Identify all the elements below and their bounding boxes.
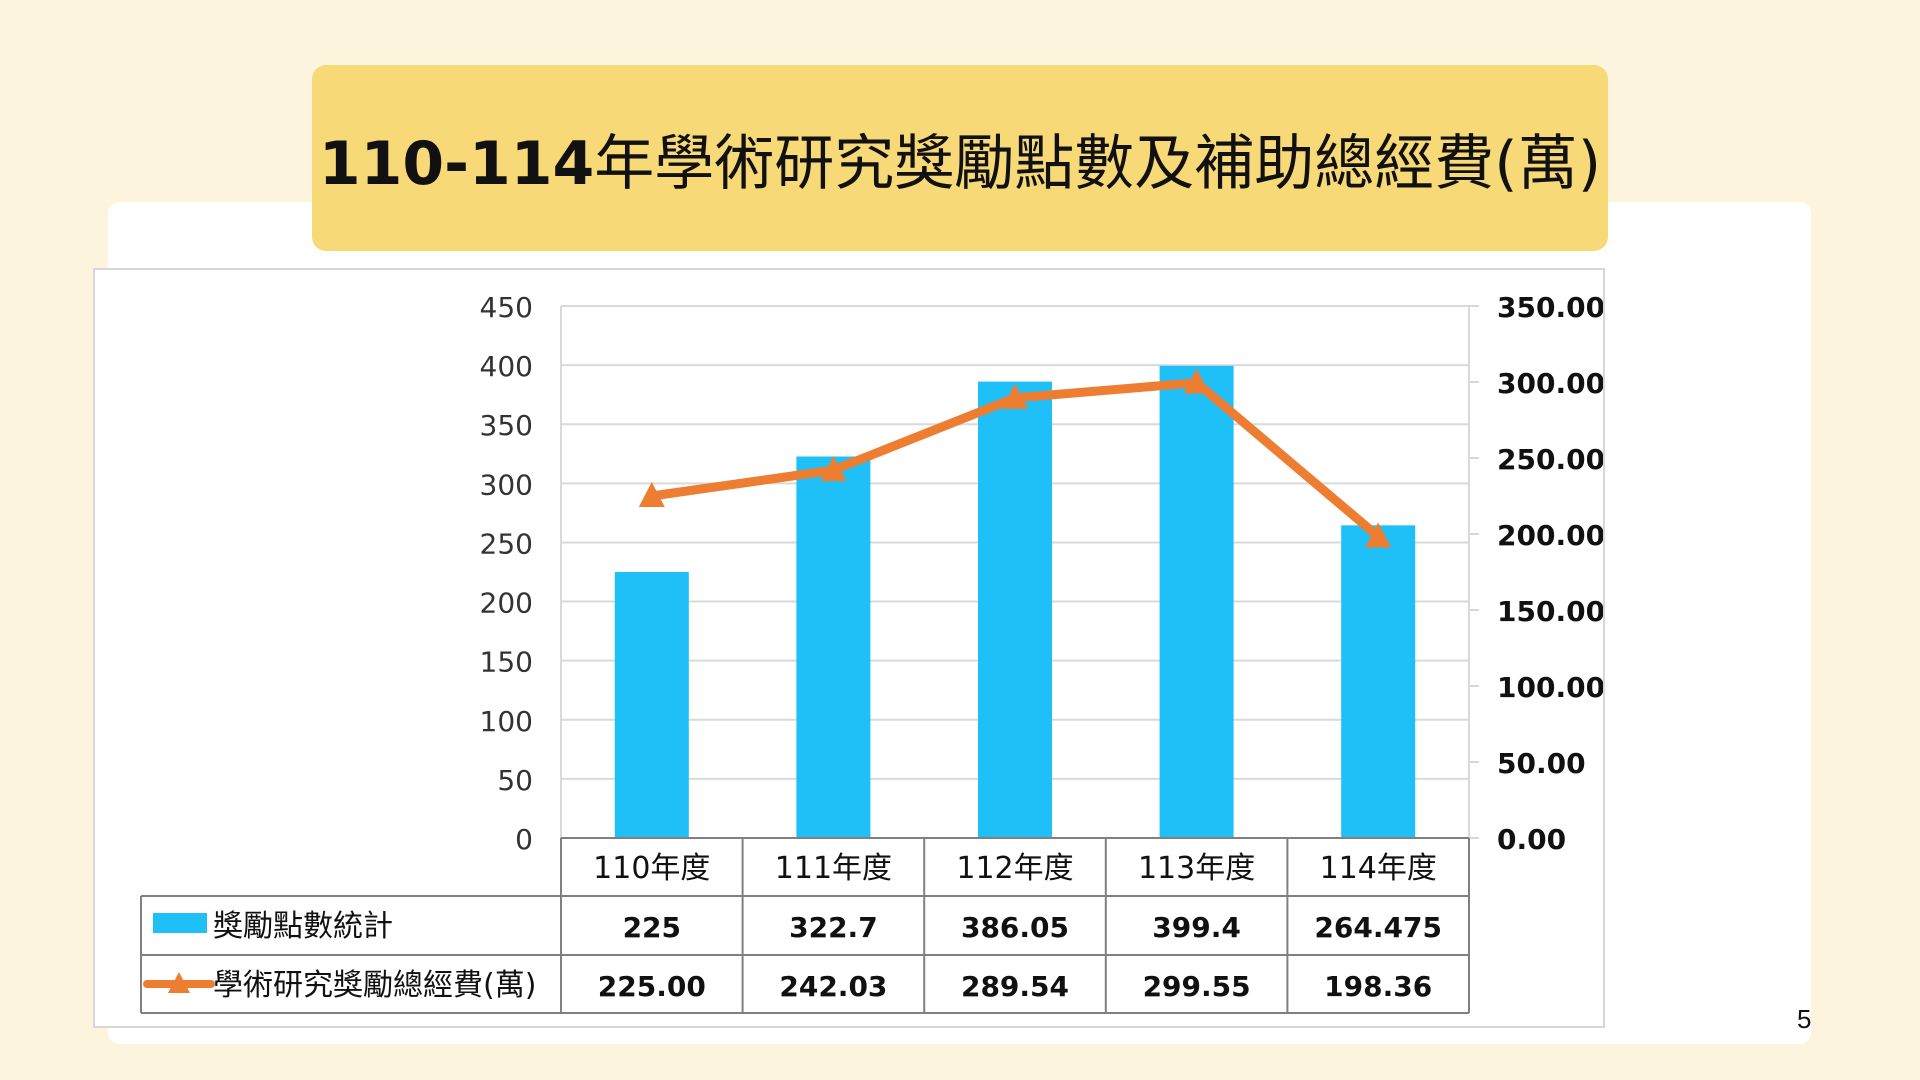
x-category-label: 111年度: [775, 851, 892, 886]
slide-title: 110-114年學術研究獎勵點數及補助總經費(萬): [319, 115, 1601, 202]
bar: [978, 381, 1052, 838]
x-category-label: 113年度: [1138, 851, 1255, 886]
bar: [1159, 365, 1234, 838]
y-right-tick-label: 350.00: [1497, 291, 1603, 324]
x-category-label: 112年度: [956, 851, 1073, 886]
legend-bar-label: 獎勵點數統計: [213, 909, 393, 944]
y-right-tick-label: 200.00: [1497, 519, 1603, 552]
x-category-label: 114年度: [1320, 851, 1437, 886]
page-number: 5: [1797, 1004, 1812, 1034]
line-marker: [638, 482, 665, 507]
line-marker: [820, 456, 847, 482]
x-category-label: 110年度: [593, 851, 710, 886]
combo-chart: 0 50 100 150 200 250 300 350 400 450 0.00 50.00 100.…: [140, 291, 1603, 1014]
bar-data-label: 322.7: [789, 911, 878, 944]
legend-line-marker: [168, 972, 190, 993]
y-left-tick-label: 250: [480, 527, 533, 560]
y-right-tick-label: 300.00: [1497, 367, 1603, 400]
line-data-label: 299.55: [1143, 970, 1251, 1003]
legend-bar-swatch: [153, 913, 207, 933]
y-right-tick-label: 100.00: [1497, 671, 1603, 704]
bar-data-label: 386.05: [961, 911, 1069, 944]
y-left-tick-label: 150: [480, 646, 533, 679]
bar-data-label: 264.475: [1314, 911, 1442, 944]
line-marker: [1183, 368, 1210, 394]
y-left-tick-label: 100: [480, 705, 533, 738]
chart-frame: 0 50 100 150 200 250 300 350 400 450 0.00 50.00 100.…: [93, 268, 1605, 1028]
bar: [796, 456, 871, 838]
line-data-label: 225.00: [598, 970, 706, 1003]
line-data-label: 289.54: [961, 970, 1069, 1003]
y-left-tick-label: 200: [480, 587, 533, 620]
y-right-tick-label: 0.00: [1497, 823, 1566, 856]
y-left-tick-label: 300: [480, 468, 533, 501]
bar: [614, 572, 689, 838]
y-right-tick-label: 50.00: [1497, 747, 1586, 780]
y-right-tick-label: 250.00: [1497, 443, 1603, 476]
slide-title-years: 110-114: [318, 128, 595, 199]
line-data-label: 198.36: [1324, 970, 1432, 1003]
y-left-tick-label: 450: [480, 291, 533, 324]
y-left-tick-label: 350: [480, 409, 533, 442]
bar-data-label: 225: [623, 911, 681, 944]
bar-data-label: 399.4: [1152, 911, 1241, 944]
y-left-tick-label: 400: [480, 350, 533, 383]
line-marker: [1002, 383, 1028, 409]
y-right-tick-label: 150.00: [1497, 595, 1603, 628]
y-left-tick-label: 0: [515, 823, 533, 856]
legend-line-label: 學術研究獎勵總經費(萬): [213, 968, 536, 1003]
slide-title-text: 年學術研究獎勵點數及補助總經費(萬): [594, 128, 1602, 199]
line-marker: [1365, 522, 1392, 548]
title-banner: 110-114年學術研究獎勵點數及補助總經費(萬): [312, 65, 1608, 251]
y-left-tick-label: 50: [497, 764, 533, 797]
bar: [1341, 525, 1416, 838]
line-data-label: 242.03: [779, 970, 887, 1003]
